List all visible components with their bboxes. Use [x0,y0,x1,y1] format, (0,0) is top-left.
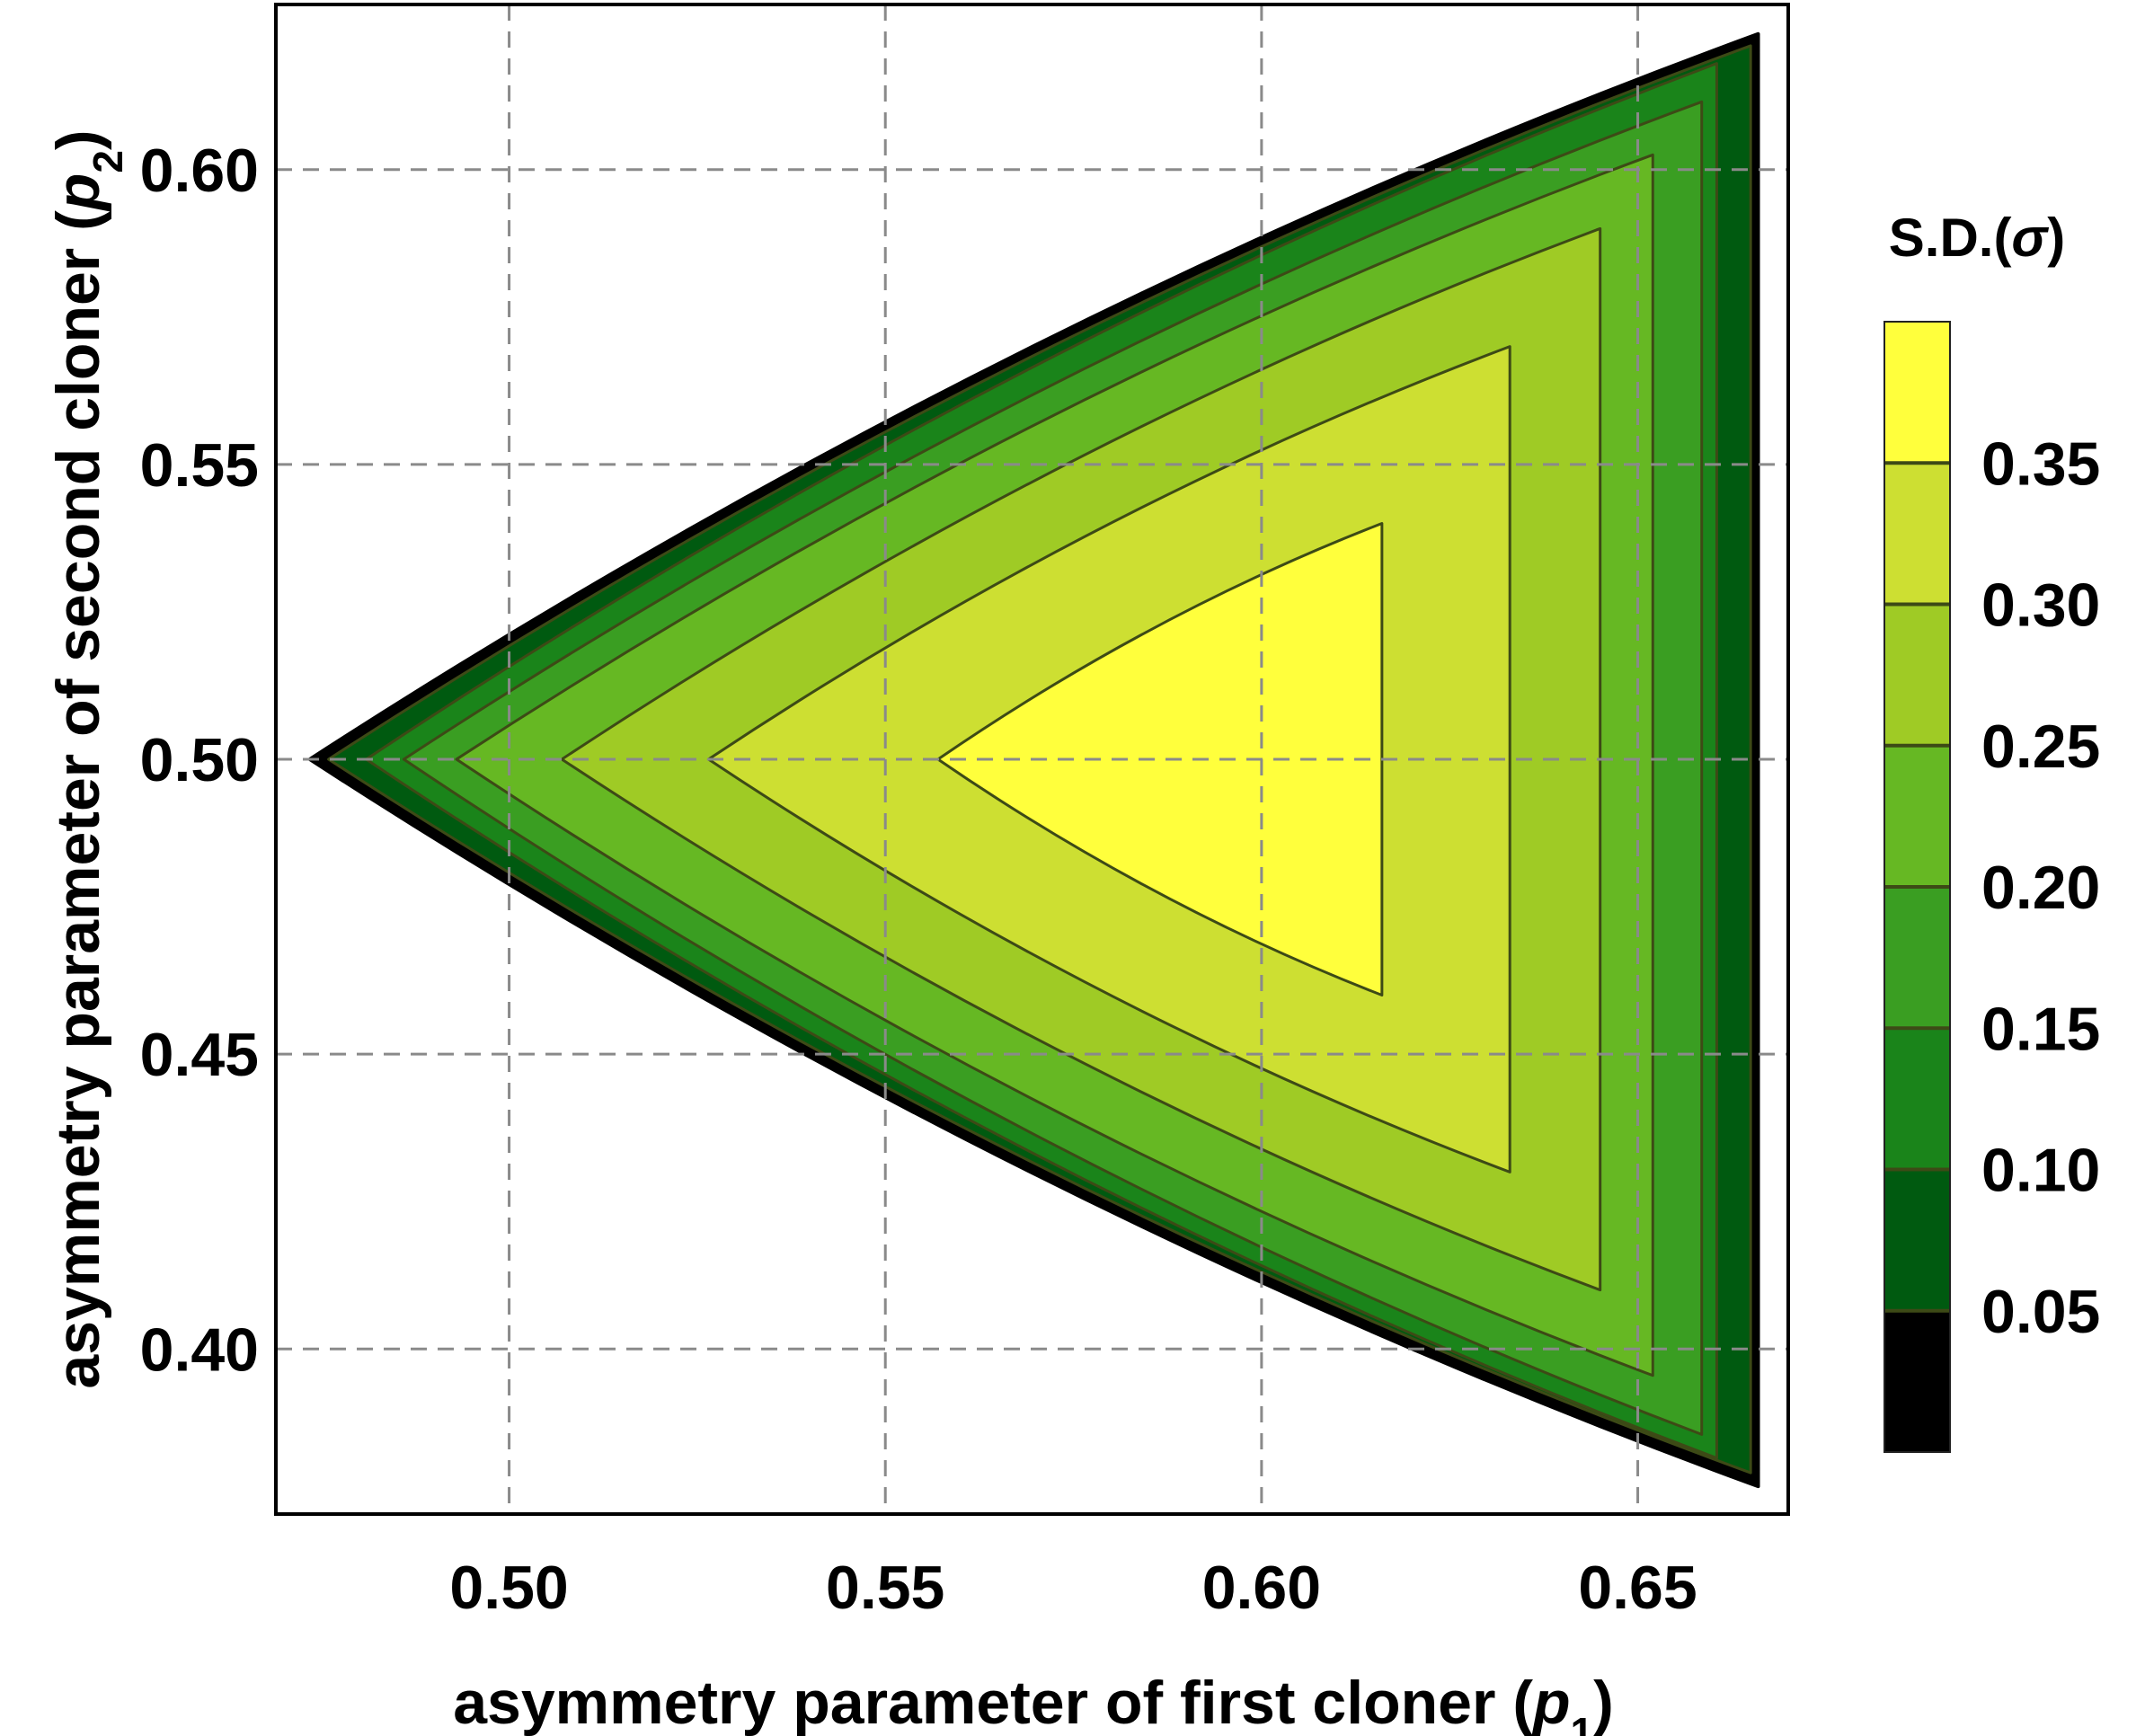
y-axis-label-var: p [44,173,112,213]
colorbar-title: S.D.(σ) [1889,208,2065,268]
x-tick-label: 0.60 [1202,1554,1321,1622]
y-tick-label: 0.55 [140,431,259,500]
x-axis-label-text: asymmetry parameter of first cloner ( [453,1669,1533,1736]
x-tick-label: 0.55 [826,1554,944,1622]
colorbar-title-text: S.D.( [1889,208,2012,268]
colorbar-tick-label: 0.25 [1981,713,2100,781]
y-axis-label-close: ) [44,129,112,150]
colorbar-tick-label: 0.35 [1981,430,2100,498]
colorbar-swatch [1884,1169,1950,1311]
colorbar-tick-label: 0.10 [1981,1137,2100,1205]
x-tick-label: 0.65 [1578,1554,1697,1622]
y-tick-label: 0.60 [140,137,259,205]
x-axis-label-sub: 1 [1571,1709,1594,1736]
colorbar-swatch [1884,887,1950,1029]
colorbar-swatch [1884,463,1950,605]
colorbar-swatch [1884,322,1950,464]
colorbar-tick-label: 0.15 [1981,995,2100,1063]
y-tick-label: 0.45 [140,1021,259,1089]
y-axis-label-sub: 2 [84,150,131,173]
y-axis-label: asymmetry parameter of second cloner (p2… [44,129,131,1388]
colorbar-tick-label: 0.20 [1981,854,2100,922]
colorbar-title-close: ) [2047,208,2065,268]
colorbar-tick-label: 0.05 [1981,1278,2100,1346]
plot-frame [274,3,1790,1516]
x-axis-label-var: p [1531,1669,1571,1736]
colorbar-title-var: σ [2011,208,2049,268]
y-tick-label: 0.50 [140,726,259,794]
x-axis-ticks: 0.50 0.55 0.60 0.65 [449,1554,1697,1622]
colorbar-tick-label: 0.30 [1981,571,2100,640]
y-axis-label-text: asymmetry parameter of second cloner ( [44,210,112,1389]
colorbar-swatch [1884,745,1950,887]
colorbar-frame [1884,321,1951,1453]
colorbar-swatch [1884,604,1950,746]
colorbar-swatch [1884,1028,1950,1170]
x-axis-label: asymmetry parameter of first cloner (p1) [453,1669,1614,1736]
x-axis-label-close: ) [1593,1669,1614,1736]
y-axis-ticks: 0.40 0.45 0.50 0.55 0.60 [140,137,259,1385]
colorbar: 0.05 0.10 0.15 0.20 0.25 0.30 0.35 [1884,321,2100,1453]
y-tick-label: 0.40 [140,1315,259,1384]
colorbar-swatch [1884,1310,1950,1452]
x-tick-label: 0.50 [449,1554,568,1622]
grid [276,4,1788,1514]
